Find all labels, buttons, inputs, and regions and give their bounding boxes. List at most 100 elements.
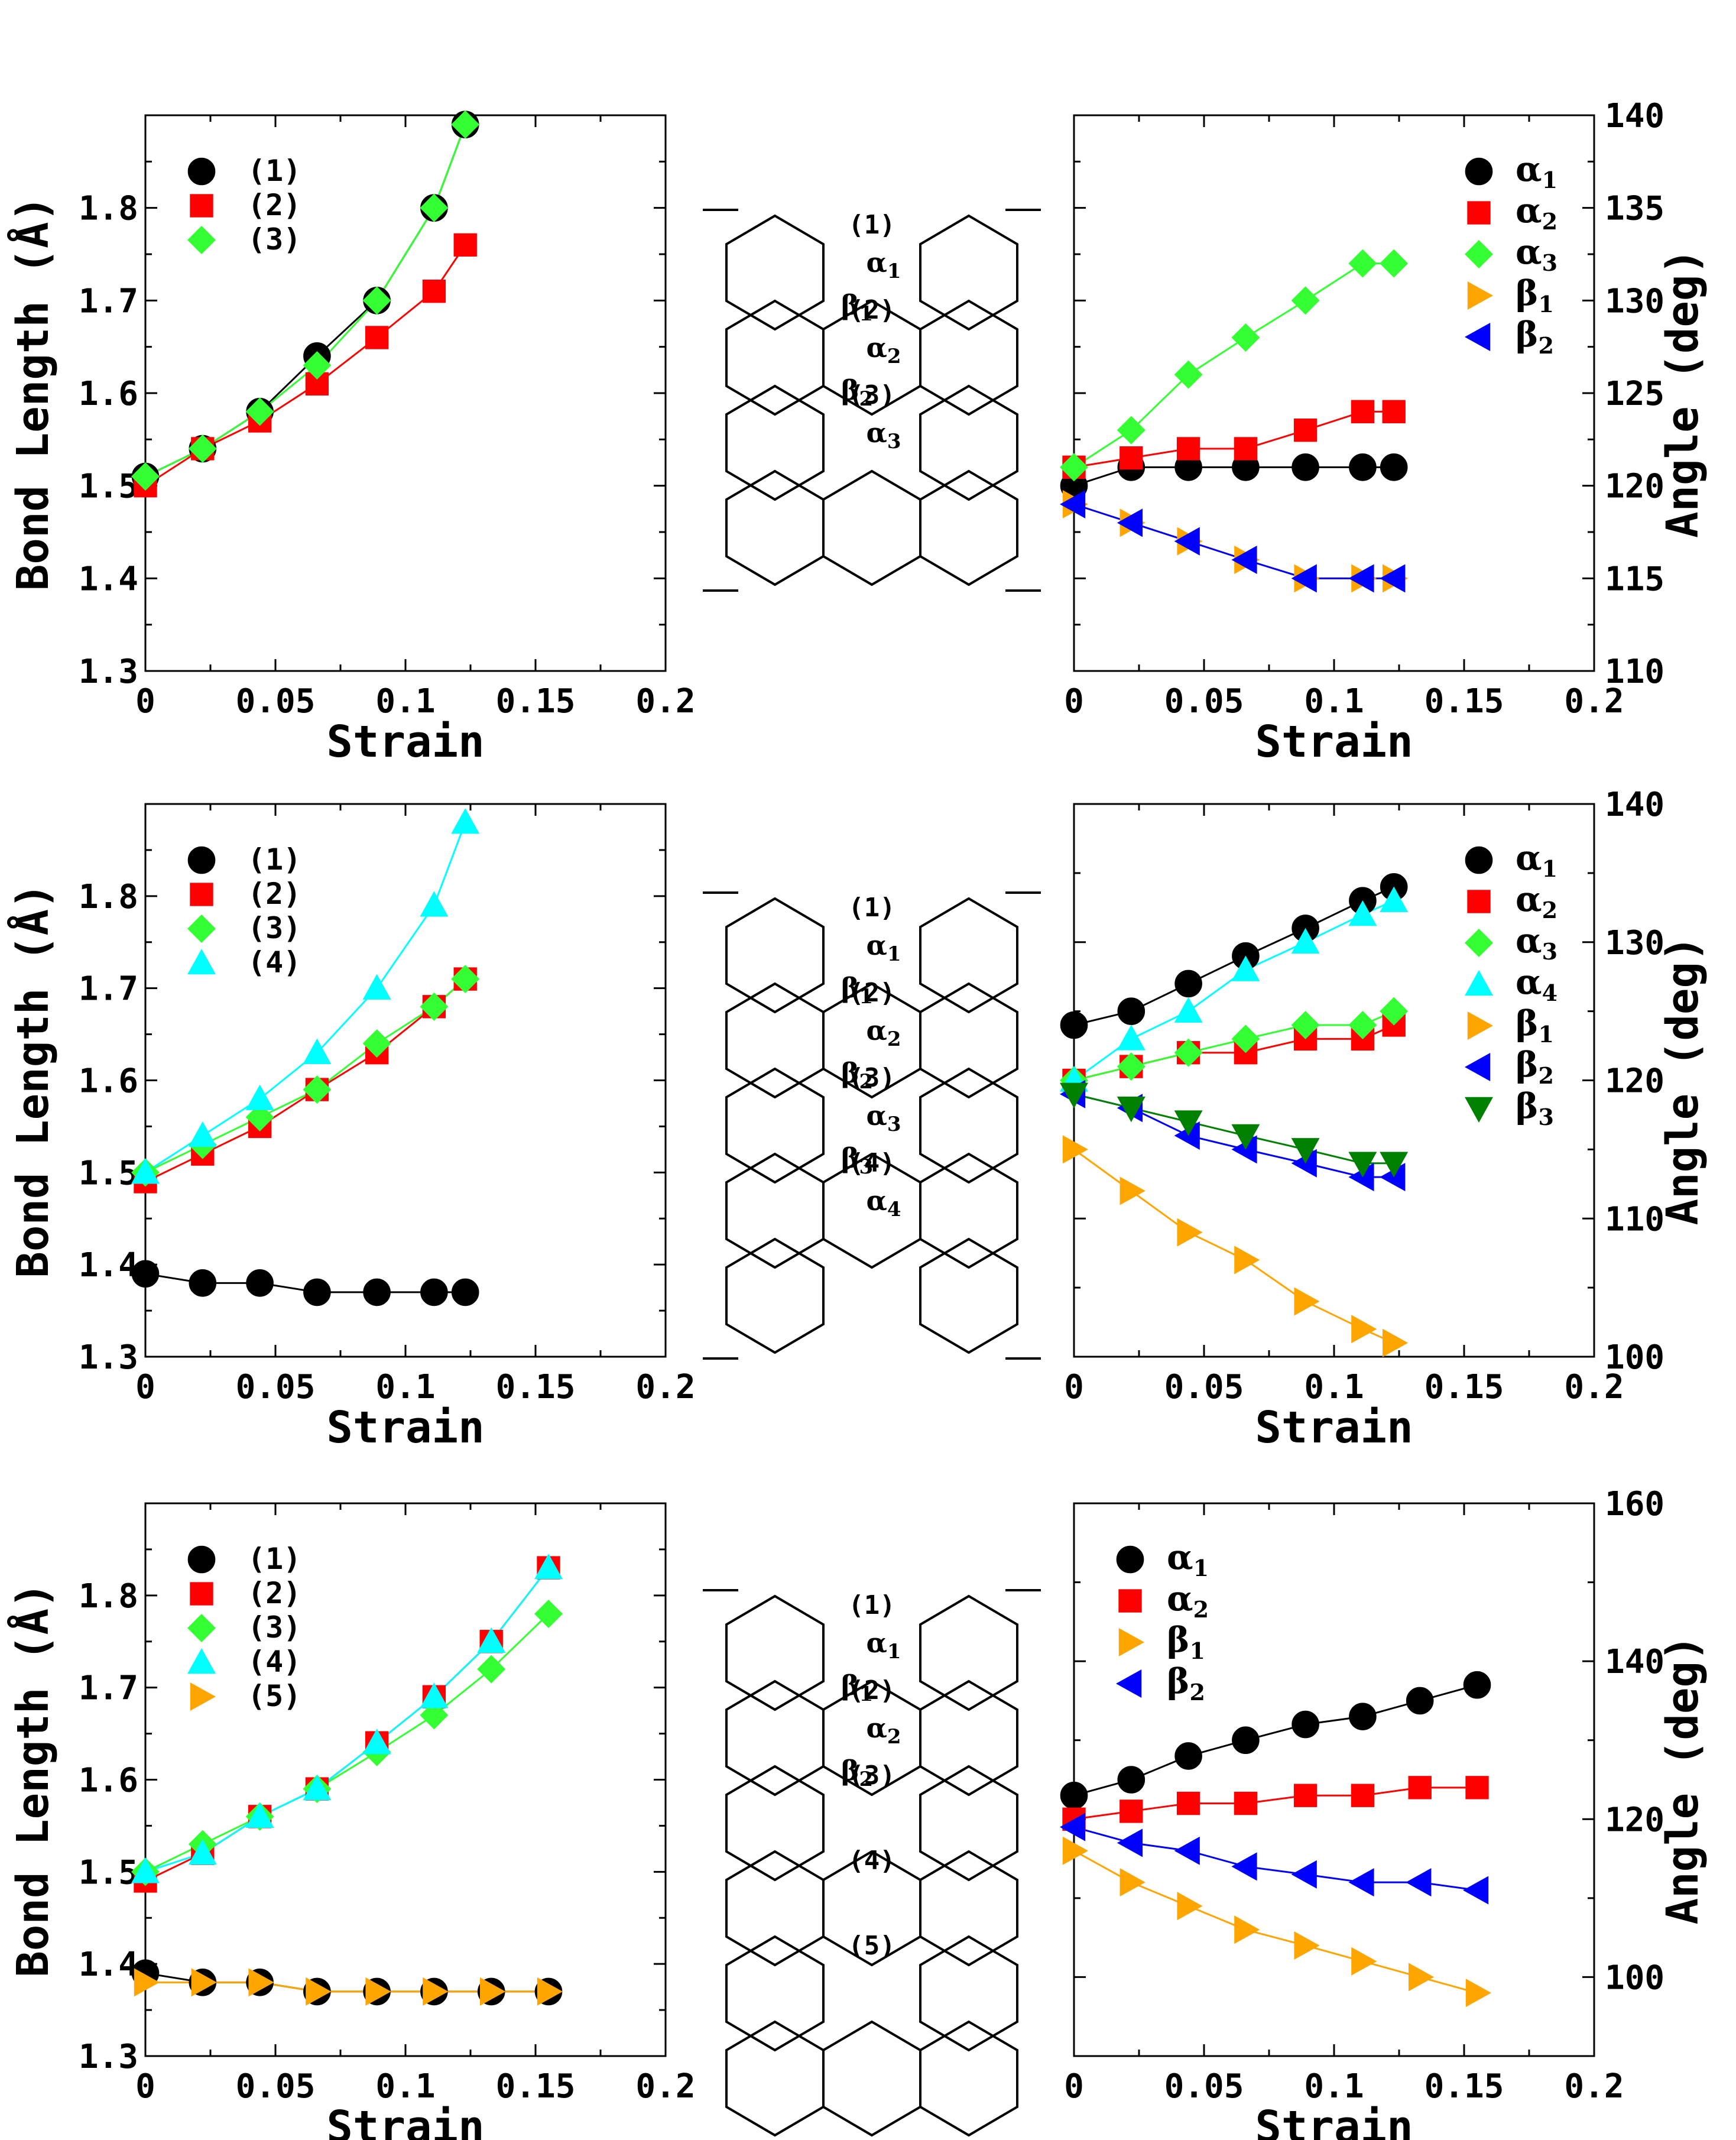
data-point: [1348, 900, 1377, 926]
legend-entry: β3: [1516, 1086, 1554, 1130]
data-point: [1117, 997, 1146, 1025]
legend-entry: β2: [1167, 1661, 1205, 1705]
data-point: [451, 808, 480, 834]
bond-label: (4): [848, 1846, 895, 1876]
data-point: [1117, 1097, 1146, 1123]
data-point: [1060, 453, 1088, 482]
y-tick-label: 130: [1605, 282, 1664, 320]
hexagon: [919, 1067, 1018, 1184]
legend-greek-subscript: 1: [1193, 1555, 1209, 1581]
hexagon: [919, 1594, 1018, 1711]
row3-angle-chart: 0 0.05 0.1 0.15 0.2 100 120 140 160 Strain Angle (…: [1060, 1485, 1708, 2140]
legend-marker: [1465, 929, 1493, 957]
data-point: [245, 397, 274, 426]
hexagon: [822, 982, 921, 1099]
legend-entry: α1: [1516, 838, 1557, 882]
legend-marker: [190, 1682, 216, 1711]
angle-subscript: 2: [859, 1070, 873, 1094]
hexagon: [725, 982, 825, 1099]
legend-greek-subscript: 1: [1539, 291, 1554, 317]
legend-marker: [1465, 157, 1493, 186]
legend-entry: β2: [1516, 1045, 1554, 1089]
angle-letter: α: [866, 332, 887, 364]
data-point: [1174, 1110, 1203, 1136]
legend-greek-subscript: 3: [1539, 1104, 1554, 1130]
data-point: [1406, 1687, 1434, 1715]
data-point: [1176, 1791, 1200, 1815]
data-point: [365, 326, 389, 349]
data-point: [1117, 508, 1143, 537]
angle-subscript: 1: [887, 1640, 901, 1664]
y-tick-label: 1.5: [79, 1154, 138, 1192]
angle-subscript: 3: [859, 1155, 873, 1179]
data-point: [188, 435, 217, 463]
angle-subscript: 3: [887, 1113, 901, 1136]
x-tick-label: 0: [135, 1368, 155, 1406]
angle-subscript: 2: [887, 1725, 901, 1749]
data-point: [131, 1158, 160, 1184]
legend-greek-subscript: 1: [1190, 1638, 1205, 1664]
angle-label: β2: [841, 1057, 873, 1094]
data-point: [1291, 1011, 1320, 1039]
data-point: [1348, 1868, 1374, 1897]
legend-entry: α4: [1516, 962, 1557, 1006]
legend-entry: α2: [1516, 190, 1557, 235]
data-point: [1349, 453, 1377, 481]
data-point: [422, 279, 446, 303]
y-tick-label: 1.8: [79, 190, 138, 228]
angle-letter: α: [866, 417, 887, 449]
legend-marker: [1467, 201, 1491, 225]
x-tick-label: 0.1: [1304, 2067, 1364, 2106]
legend-greek-letter: α: [1516, 149, 1542, 189]
data-point: [1120, 1868, 1146, 1897]
data-point: [1231, 1852, 1257, 1881]
legend-greek-subscript: 2: [1190, 1679, 1205, 1705]
data-point: [420, 891, 449, 917]
legend-marker: [190, 1582, 213, 1606]
hexagon: [919, 1765, 1018, 1882]
angle-letter: α: [866, 1627, 887, 1659]
y-tick-label: 1.4: [79, 560, 138, 598]
legend-greek-subscript: 2: [1539, 332, 1554, 359]
diagrams-layer: (1)(2)(3)α1β1α2β2α3(1)(2)(3)(4)α1β1α2β2α…: [703, 209, 1041, 2137]
hexagon: [822, 1679, 921, 1797]
y-tick-label: 1.3: [79, 1338, 138, 1377]
angle-letter: α: [866, 1014, 887, 1046]
data-point: [1174, 527, 1200, 556]
angle-subscript: 3: [887, 430, 901, 453]
hexagon: [725, 384, 825, 501]
data-point: [1174, 997, 1203, 1023]
angle-subscript: 2: [859, 1768, 873, 1791]
legend-marker: [1465, 1097, 1493, 1123]
hexagon: [919, 897, 1018, 1014]
data-point: [1383, 1328, 1409, 1357]
bond-label: (2): [848, 978, 895, 1008]
data-point: [1348, 564, 1374, 593]
hexagon: [725, 1679, 825, 1797]
legend-marker: [187, 846, 216, 874]
y-tick-label: 1.3: [79, 2038, 138, 2076]
data-point: [306, 1977, 332, 2006]
row3-bond-chart: 0 0.05 0.1 0.15 0.2 1.3 1.4 1.5 1.6 1.7 1.8 Strain B…: [7, 1502, 696, 2140]
angle-subscript: 1: [859, 1682, 873, 1706]
bond-label: (5): [848, 1931, 895, 1961]
data-point: [1294, 1287, 1320, 1316]
angle-letter: α: [866, 1712, 887, 1744]
y-axis-title: Bond Length (Å): [7, 196, 59, 591]
legend-greek-letter: α: [1516, 920, 1542, 961]
data-point: [1232, 1726, 1260, 1755]
angle-letter: β: [841, 374, 859, 406]
y-tick-label: 1.4: [79, 1246, 138, 1285]
legend-marker: [1116, 1669, 1142, 1698]
x-tick-label: 0: [135, 682, 155, 721]
legend-entry: (4): [248, 1645, 301, 1679]
hexagon: [919, 469, 1018, 586]
legend-entry: β2: [1516, 314, 1554, 359]
data-point: [1176, 437, 1200, 461]
x-tick-label: 0.15: [1425, 2067, 1504, 2106]
hexagon: [725, 1765, 825, 1882]
data-point: [1408, 1776, 1432, 1799]
hexagon: [919, 214, 1018, 331]
